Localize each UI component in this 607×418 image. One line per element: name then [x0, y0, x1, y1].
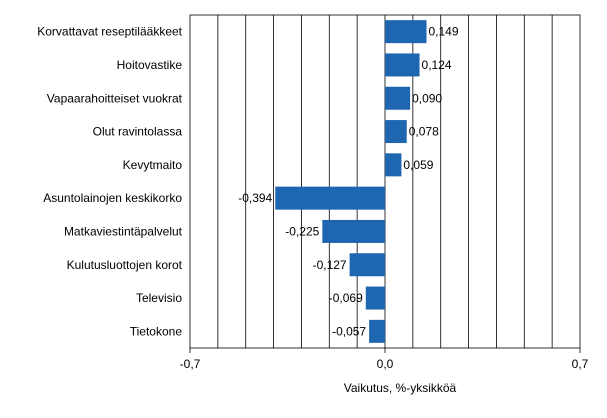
x-tick-label: 0,7 [572, 357, 589, 371]
x-tick-label: 0,0 [377, 357, 394, 371]
category-label: Asuntolainojen keskikorko [43, 191, 182, 205]
value-labels: 0,149 0,124 0,090 0,078 0,059 -0,394 -0,225 -0,… [238, 25, 459, 339]
x-axis: -0,7 0,0 0,7 [180, 348, 589, 371]
bar [385, 20, 427, 44]
category-label: Tietokone [130, 324, 183, 338]
x-tick-label: -0,7 [180, 357, 201, 371]
value-label: -0,127 [313, 258, 347, 272]
category-label: Olut ravintolassa [93, 125, 183, 139]
category-label: Kevytmaito [123, 158, 183, 172]
bar [322, 219, 385, 243]
bar [365, 286, 385, 310]
bars [275, 20, 427, 343]
category-label: Televisio [136, 291, 182, 305]
bar [275, 186, 385, 210]
value-label: 0,090 [412, 91, 442, 105]
bar [369, 319, 385, 343]
x-axis-title: Vaikutus, %-yksikköä [344, 381, 457, 395]
bar [385, 120, 407, 144]
bar [385, 153, 402, 177]
value-label: 0,078 [409, 125, 439, 139]
category-label: Kulutusluottojen korot [67, 258, 183, 272]
bar [385, 86, 411, 110]
category-label: Hoitovastike [117, 58, 183, 72]
value-label: 0,059 [403, 158, 433, 172]
value-label: -0,057 [332, 324, 366, 338]
value-label: 0,124 [422, 58, 452, 72]
bar [349, 253, 385, 277]
category-label: Matkaviestintäpalvelut [64, 224, 183, 238]
grid-lines [189, 14, 581, 349]
category-label: Korvattavat reseptilääkkeet [37, 25, 182, 39]
bar [385, 53, 420, 77]
category-label: Vapaarahoitteiset vuokrat [47, 91, 183, 105]
value-label: -0,069 [329, 291, 363, 305]
value-label: -0,225 [285, 224, 319, 238]
category-labels: Korvattavat reseptilääkkeet Hoitovastike V… [37, 25, 182, 339]
value-label: 0,149 [429, 25, 459, 39]
value-label: -0,394 [238, 191, 272, 205]
